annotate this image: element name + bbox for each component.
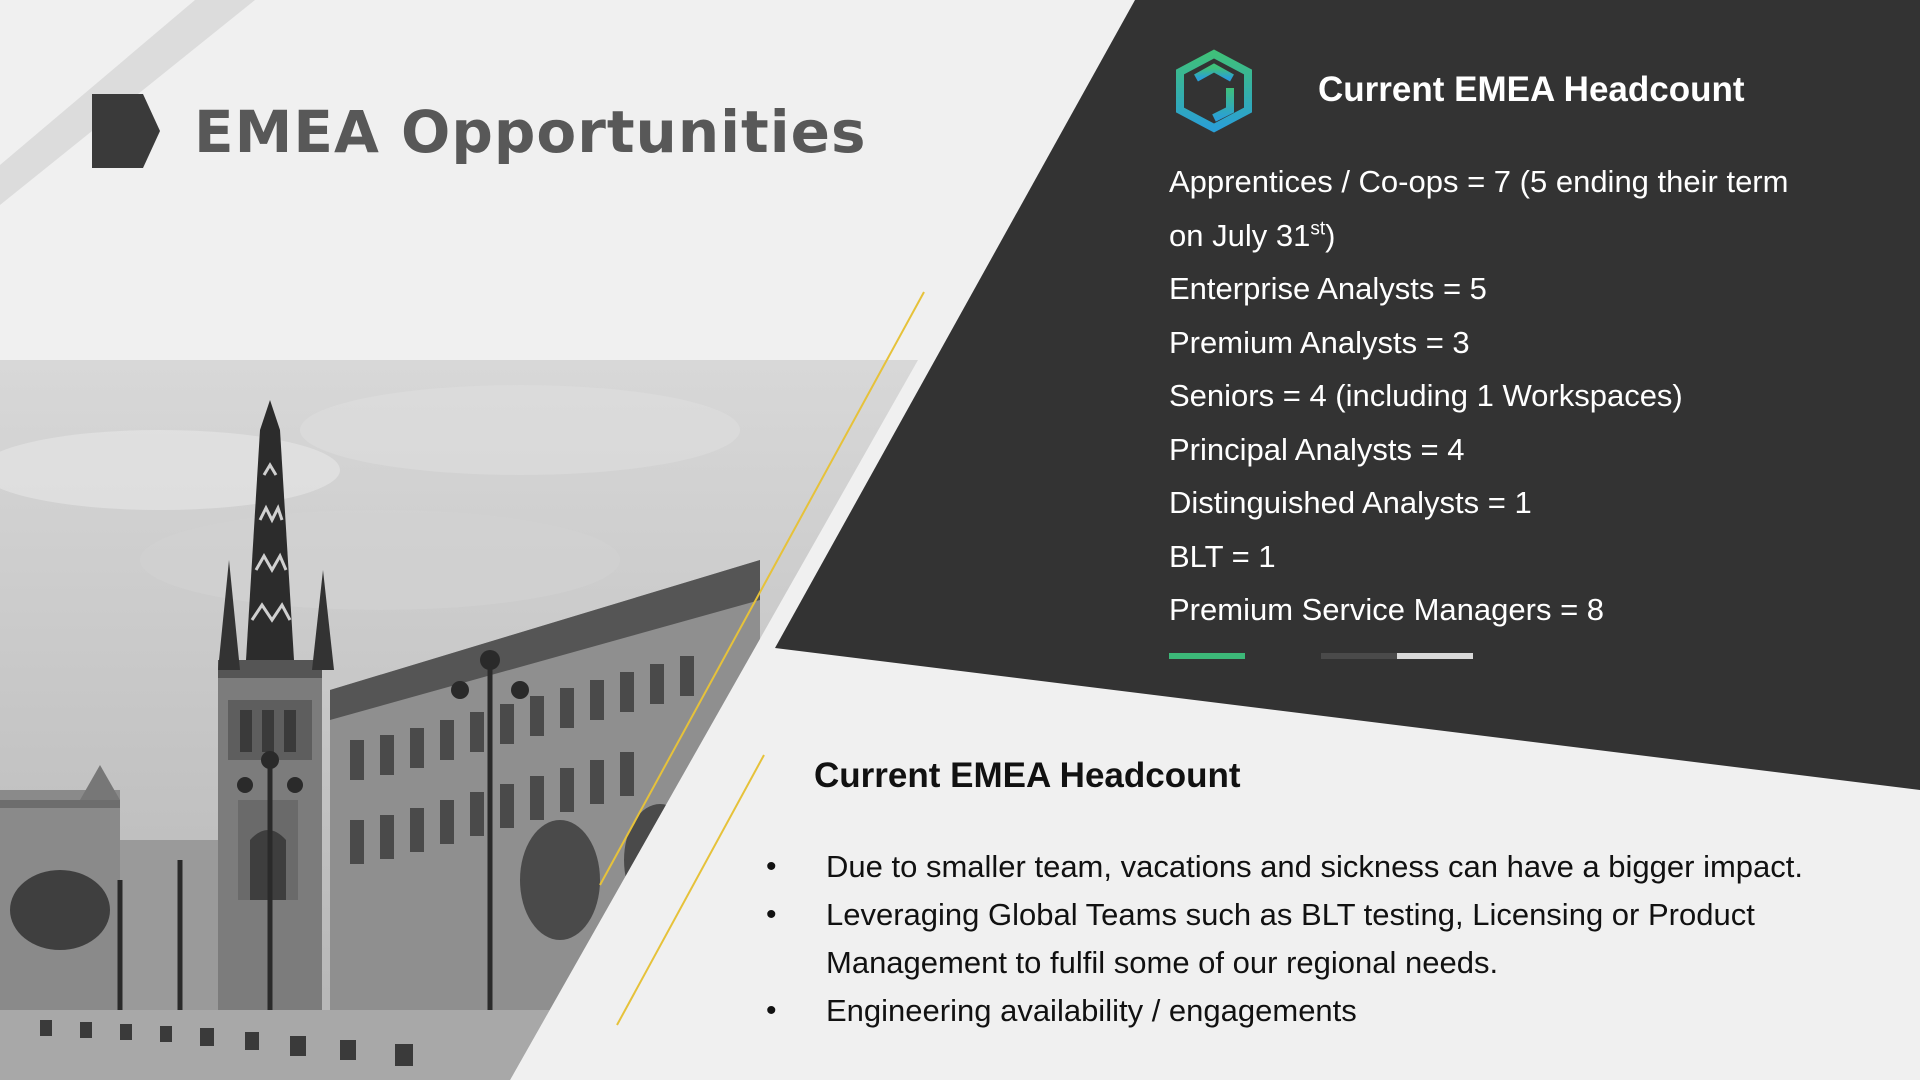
apprentices-text: Apprentices / Co-ops = 7 (5 ending their… <box>1169 164 1789 253</box>
lower-section-title: Current EMEA Headcount <box>814 756 1241 795</box>
headcount-list: Apprentices / Co-ops = 7 (5 ending their… <box>1169 155 1789 637</box>
apprentices-superscript: st <box>1310 218 1326 240</box>
headcount-panel <box>775 0 1920 790</box>
bullet-item: • Leveraging Global Teams such as BLT tes… <box>766 891 1826 987</box>
headcount-item: Enterprise Analysts = 5 <box>1169 271 1487 306</box>
bullet-glyph: • <box>766 898 777 931</box>
accent-bar-dark <box>1321 653 1397 659</box>
accent-bar-light <box>1397 653 1473 659</box>
bullet-text: Leveraging Global Teams such as BLT test… <box>826 897 1755 980</box>
company-logo-icon <box>1176 49 1252 133</box>
bullet-item: • Due to smaller team, vacations and sick… <box>766 843 1826 891</box>
gold-accent-line-upper <box>599 291 925 886</box>
apprentices-suffix: ) <box>1325 217 1336 253</box>
bullet-text: Engineering availability / engagements <box>826 993 1357 1028</box>
headcount-item: Principal Analysts = 4 <box>1169 431 1465 467</box>
gold-accent-line-lower <box>616 754 765 1026</box>
page-title: EMEA Opportunities <box>194 98 867 166</box>
headcount-panel-title: Current EMEA Headcount <box>1318 70 1745 109</box>
bullet-glyph: • <box>766 850 777 883</box>
headcount-item-apprentices: Apprentices / Co-ops = 7 (5 ending their… <box>1169 155 1789 262</box>
bullet-glyph: • <box>766 994 777 1027</box>
headcount-item: Distinguished Analysts = 1 <box>1169 485 1532 520</box>
headcount-item: Premium Service Managers = 8 <box>1169 592 1605 627</box>
headcount-item: BLT = 1 <box>1169 538 1276 574</box>
bullet-text: Due to smaller team, vacations and sickn… <box>826 849 1803 884</box>
bullet-list: • Due to smaller team, vacations and sick… <box>766 843 1826 1035</box>
headcount-item: Seniors = 4 (including 1 Workspaces) <box>1169 378 1683 413</box>
headcount-item: Premium Analysts = 3 <box>1169 324 1470 360</box>
accent-bar-green <box>1169 653 1245 659</box>
bullet-item: • Engineering availability / engagements <box>766 987 1826 1035</box>
